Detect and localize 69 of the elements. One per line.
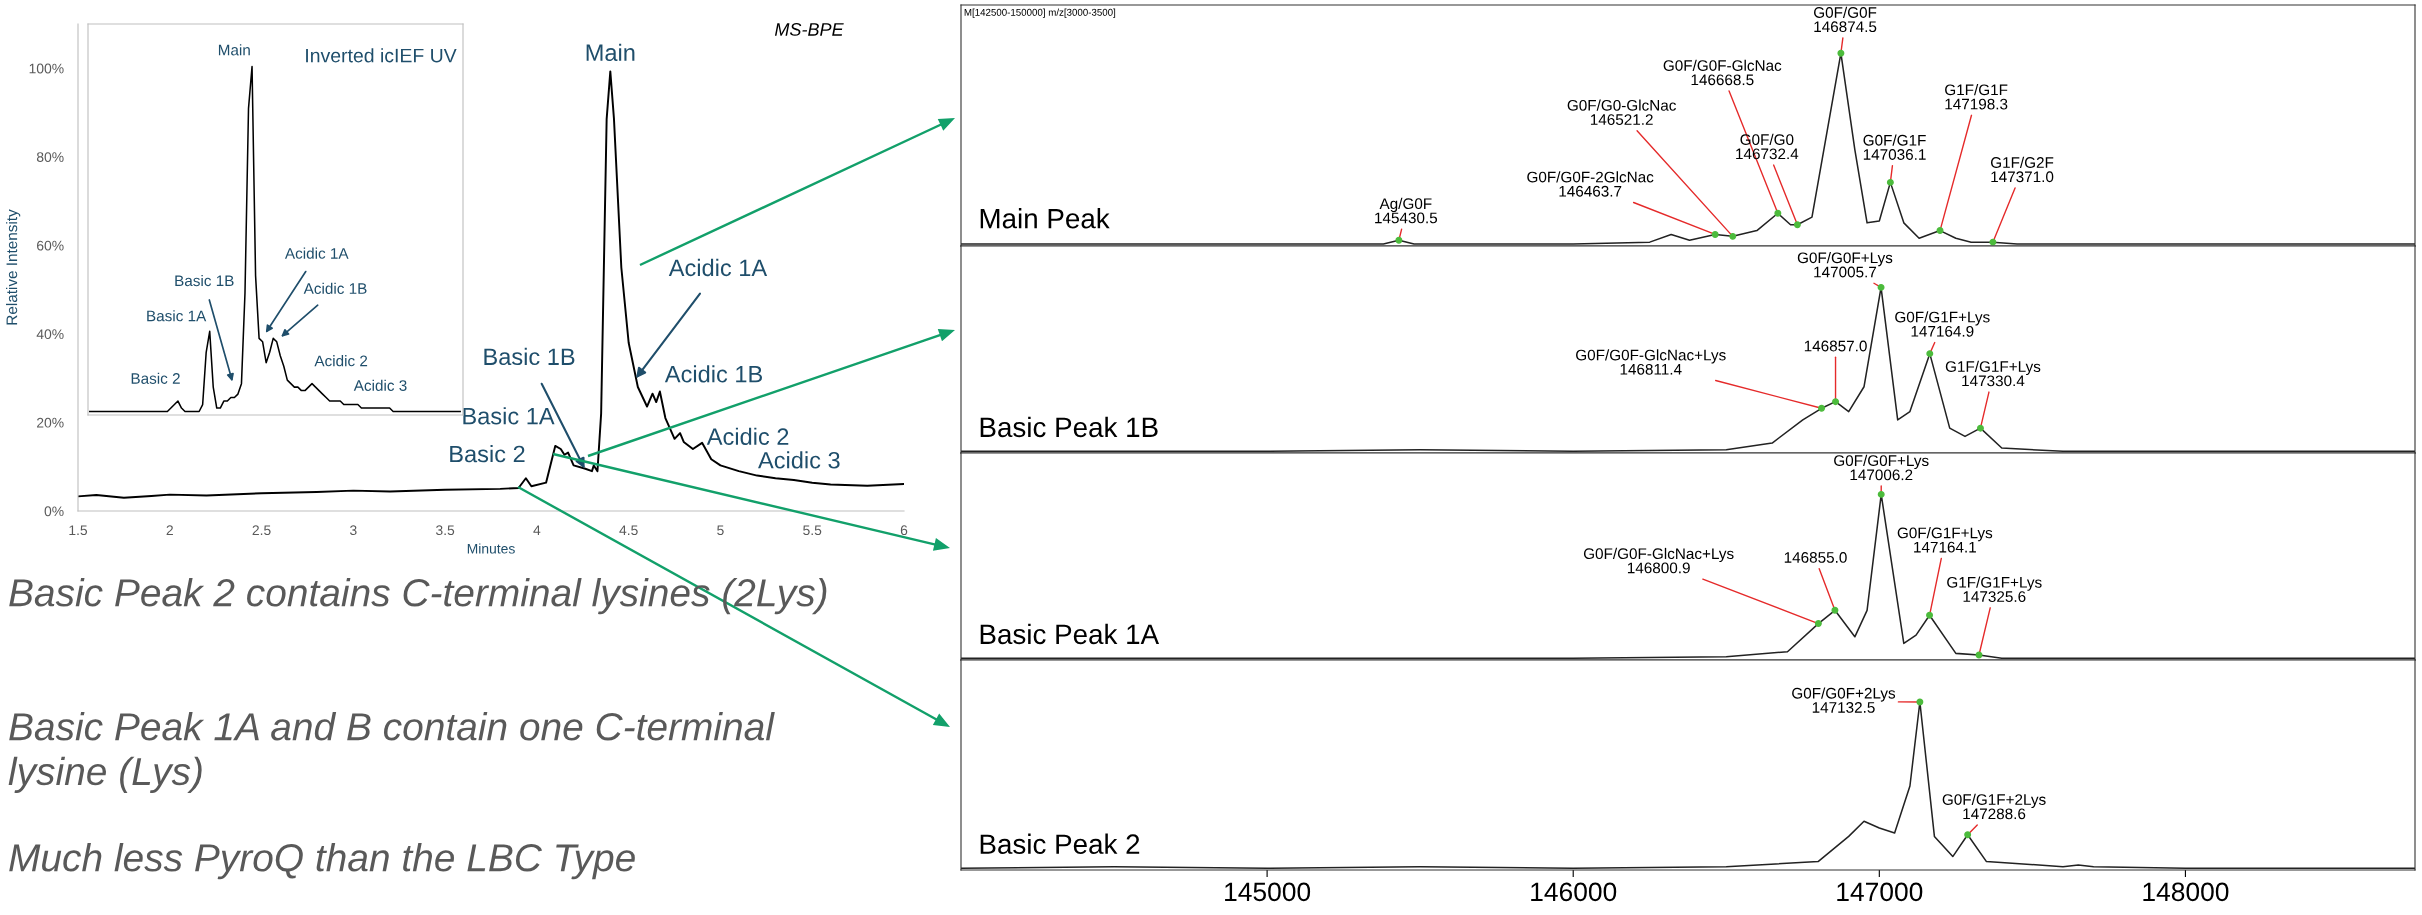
annotation: MS-BPE: [774, 23, 844, 36]
annotation: G0F/G0F+Lys 147005.7: [1797, 251, 1893, 278]
annotation: G0F/G1F+2Lys 147288.6: [1942, 793, 2046, 820]
annotation: G0F/G1F+Lys 147164.9: [1895, 311, 1990, 337]
y-tick-label: 60%: [37, 240, 64, 251]
annotation: Basic 1A: [147, 310, 207, 322]
annotation: Main: [218, 44, 250, 56]
line-series: [78, 70, 904, 499]
y-tick-label: 20%: [37, 417, 64, 428]
annotation: Acidic 1A: [668, 258, 768, 277]
y-tick-label: 0%: [44, 506, 64, 517]
text: Basic Peak 1A: [980, 623, 1160, 645]
annotation: Basic 2: [131, 372, 180, 384]
annotation: Acidic 1B: [303, 282, 367, 294]
annotation: G0F/G1F 147036.1: [1863, 134, 1926, 160]
annotation: G0F/G0-GlcNac 146521.2: [1567, 99, 1676, 126]
annotation: G1F/G1F 147198.3: [1945, 84, 2008, 110]
annotation: Basic 2: [450, 445, 525, 463]
annotation: Acidic 3: [758, 451, 840, 469]
x-tick-label: 3.5: [435, 525, 455, 536]
x-tick-label: 148000: [2143, 882, 2229, 902]
text: M[142500-150000] m/z[3000-3500]: [964, 8, 1116, 18]
annotation: G0F/G0F 146874.5: [1814, 6, 1877, 33]
x-axis-title: Minutes: [467, 543, 515, 554]
annotation: Acidic 1B: [664, 365, 762, 383]
annotation: G0F/G0F+2Lys 147132.5: [1792, 687, 1896, 713]
annotation: Basic 1B: [484, 347, 575, 366]
x-tick-label: 1.5: [69, 525, 88, 536]
annotation: Acidic 2: [314, 355, 368, 367]
x-tick-label: 146000: [1531, 882, 1617, 902]
y-tick-label: 80%: [36, 152, 64, 162]
annotation: G0F/G1F+Lys 147164.1: [1897, 527, 1993, 553]
chart-title: Inverted icIEF UV: [306, 48, 457, 63]
annotation: Ag/G0F 145430.5: [1375, 197, 1438, 224]
x-tick-label: 5: [717, 525, 724, 536]
annotation: Basic 1A: [463, 407, 555, 425]
x-tick-label: 2.5: [252, 525, 271, 536]
x-tick-label: 6: [900, 525, 908, 536]
text: Main Peak: [980, 208, 1110, 229]
y-tick-label: 40%: [36, 329, 64, 340]
x-tick-label: 5.5: [803, 525, 822, 536]
annotation: G0F/G0F-GlcNac+Lys 146811.4: [1576, 349, 1726, 375]
annotation: 146857.0: [1804, 340, 1867, 352]
x-tick-label: 4.5: [619, 525, 638, 536]
annotation: Main: [586, 43, 635, 62]
annotation: Acidic 1A: [284, 247, 349, 259]
annotation: G0F/G0F-2GlcNac 146463.7: [1527, 171, 1654, 197]
text: Basic Peak 1B: [980, 416, 1158, 438]
annotation: G0F/G0F-GlcNac 146668.5: [1663, 59, 1782, 86]
x-tick-label: 4: [533, 525, 541, 535]
annotation: G0F/G0F+Lys 147006.2: [1834, 454, 1929, 481]
x-tick-label: 145000: [1225, 882, 1311, 902]
annotation: Acidic 2: [706, 427, 789, 445]
x-tick-label: 2: [166, 525, 173, 535]
annotation: G0F/G0F-GlcNac+Lys 146800.9: [1583, 547, 1734, 574]
annotation: G1F/G2F 147371.0: [1990, 156, 2054, 183]
annotation: G1F/G1F+Lys 147325.6: [1947, 576, 2042, 603]
text: Basic Peak 2: [980, 833, 1140, 855]
text: Much less PyroQ than the LBC Type: [9, 843, 635, 880]
text: Basic Peak 2 contains C-terminal lysines (2Lys): [9, 578, 827, 615]
y-tick-label: 100%: [29, 63, 64, 74]
text: Basic Peak 1A and B contain one C-terminal lysine (Lys): [8, 712, 775, 793]
annotation: 146855.0: [1784, 552, 1847, 563]
annotation: Acidic 3: [353, 379, 407, 391]
x-tick-label: 3: [350, 525, 357, 536]
annotation: Basic 1B: [175, 274, 234, 287]
y-axis-title: Relative Intensity: [6, 209, 21, 325]
annotation: G1F/G1F+Lys 147330.4: [1945, 360, 2041, 387]
x-tick-label: 147000: [1837, 882, 1923, 902]
